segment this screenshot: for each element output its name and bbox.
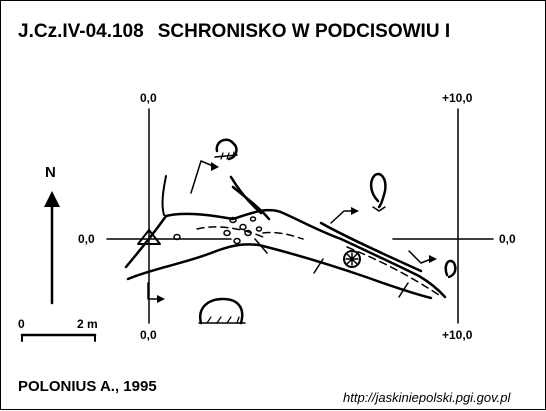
north-label: N [45, 164, 56, 181]
cave-code: J.Cz.IV-04.108 [18, 21, 144, 42]
grid-label-bottom-left: 0,0 [140, 328, 157, 342]
survey-title: J.Cz.IV-04.108 SCHRONISKO W PODCISOWIU I [18, 21, 450, 43]
source-url: http://jaskiniepolski.pgi.gov.pl [343, 390, 511, 405]
ceiling-lines [196, 226, 440, 296]
grid-label-top-left: 0,0 [140, 91, 157, 105]
cross-section-north [214, 138, 238, 161]
grid-label-bottom-right: +10,0 [442, 328, 473, 342]
scale-start-label: 0 [18, 317, 25, 331]
grid-label-mid-right: 0,0 [499, 232, 516, 246]
entrance-marker [137, 229, 161, 245]
cave-name: SCHRONISKO W PODCISOWIU I [157, 21, 451, 42]
north-arrow [44, 191, 60, 305]
grid-label-mid-left: 0,0 [78, 232, 95, 246]
scale-bar [20, 333, 97, 342]
survey-author: POLONIUS A., 1995 [18, 378, 157, 395]
cross-section-south [198, 297, 246, 325]
cross-section-east [369, 172, 387, 212]
grid-label-top-right: +10,0 [442, 91, 473, 105]
dome-feature [343, 250, 361, 268]
section-markers [147, 160, 437, 303]
rock-blocks [173, 216, 263, 245]
cross-section-end [444, 259, 457, 279]
scale-end-label: 2 m [77, 317, 98, 331]
cave-outline [124, 175, 447, 300]
